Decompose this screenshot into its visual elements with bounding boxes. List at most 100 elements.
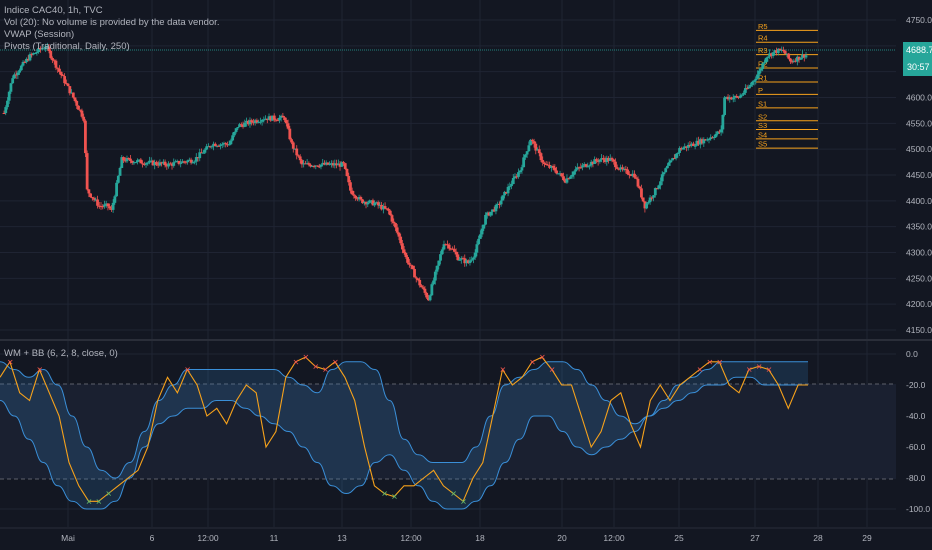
- candle-body: [355, 198, 359, 200]
- candle-body: [260, 119, 264, 122]
- candle-body: [676, 152, 680, 154]
- pivots-indicator-label[interactable]: Pivots (Traditional, Daily, 250): [4, 41, 130, 52]
- candle-body: [496, 203, 500, 206]
- candle-body: [106, 203, 110, 207]
- candle-body: [73, 97, 77, 102]
- candle-body: [603, 159, 607, 163]
- candle-body: [132, 162, 136, 164]
- candle-body: [324, 162, 328, 165]
- candle-body: [42, 48, 46, 50]
- pivot-label-r4: R4: [758, 34, 768, 43]
- candle-body: [541, 160, 545, 163]
- candle-body: [485, 212, 489, 215]
- candle-body: [177, 160, 181, 164]
- time-axis[interactable]: Mai 6 12:00 11 13 12:00 18 20 12:00 25 27 28 29: [0, 527, 932, 543]
- candle-body: [397, 232, 401, 237]
- candle-body: [175, 160, 179, 162]
- candle-body: [2, 113, 6, 114]
- candle-body: [59, 71, 63, 76]
- candle-body: [437, 260, 441, 266]
- williams-r-line: [0, 356, 808, 503]
- bollinger-lower-line: [0, 376, 808, 510]
- candle-body: [631, 173, 635, 176]
- candle-body: [217, 145, 221, 147]
- candle-body: [562, 176, 565, 181]
- candle-body: [284, 120, 288, 124]
- candle-body: [653, 188, 657, 196]
- candle-body: [142, 164, 146, 166]
- oscillator-axis[interactable]: 0.0 -20.0 -40.0 -60.0 -80.0 -100.0: [906, 349, 930, 514]
- candle-body: [690, 143, 694, 147]
- candle-body: [577, 167, 581, 169]
- candle-body: [536, 149, 539, 151]
- candle-body: [615, 167, 619, 169]
- candle-body: [593, 159, 597, 164]
- candle-body: [432, 280, 435, 285]
- candle-body: [466, 260, 470, 264]
- candle-body: [771, 52, 775, 57]
- candle-body: [122, 157, 125, 161]
- oversold-cross-marker: ✕: [381, 490, 388, 499]
- candle-body: [68, 86, 72, 94]
- candle-body: [633, 173, 636, 178]
- pivot-label-p: P: [758, 86, 763, 95]
- candle-body: [19, 65, 23, 71]
- candle-body: [766, 56, 770, 58]
- candle-body: [737, 96, 740, 98]
- candle-body: [227, 144, 231, 146]
- candle-body: [627, 174, 631, 176]
- candle-body: [678, 148, 681, 153]
- candle-body: [246, 120, 250, 125]
- candle-body: [579, 167, 583, 169]
- candle-body: [530, 139, 534, 142]
- candle-body: [588, 165, 591, 167]
- candle-body: [120, 157, 124, 168]
- candle-body: [345, 168, 349, 177]
- symbol-title[interactable]: Indice CAC40, 1h, TVC: [4, 5, 103, 16]
- candle-body: [451, 248, 455, 250]
- candle-body: [274, 119, 278, 121]
- candle-body: [404, 252, 408, 258]
- candle-body: [85, 153, 89, 190]
- vwap-indicator-label[interactable]: VWAP (Session): [4, 29, 75, 40]
- overbought-cross-marker: ✕: [549, 366, 556, 375]
- candle-body: [298, 156, 302, 161]
- candle-body: [366, 202, 370, 205]
- volume-indicator-label[interactable]: Vol (20): No volume is provided by the d…: [4, 17, 220, 28]
- candle-body: [203, 149, 207, 153]
- candle-body: [785, 53, 789, 55]
- candle-body: [608, 158, 612, 161]
- wm-bb-indicator-label[interactable]: WM + BB (6, 2, 8, close, 0): [4, 348, 118, 359]
- last-price-value: 4688.7: [906, 45, 932, 55]
- candle-body: [283, 117, 287, 121]
- overbought-cross-marker: ✕: [7, 358, 14, 367]
- candle-body: [789, 58, 792, 62]
- candle-body: [520, 167, 524, 171]
- candle-body: [626, 169, 629, 175]
- candle-body: [139, 159, 143, 164]
- candle-body: [430, 284, 434, 296]
- candle-body: [733, 96, 737, 98]
- candle-body: [669, 160, 673, 163]
- candle-body: [269, 116, 273, 121]
- candle-body: [484, 214, 487, 225]
- time-tick-label: 12:00: [603, 533, 625, 543]
- candle-body: [671, 158, 675, 161]
- candle-body: [543, 162, 546, 164]
- candle-body: [447, 244, 451, 249]
- candle-body: [794, 60, 798, 62]
- candle-body: [648, 197, 652, 203]
- candle-body: [4, 107, 8, 114]
- candle-body: [101, 206, 105, 208]
- candle-body: [87, 189, 91, 194]
- candle-body: [458, 259, 461, 261]
- candle-body: [375, 202, 378, 204]
- pivot-label-s1: S1: [758, 99, 767, 108]
- candle-body: [205, 146, 209, 150]
- candle-body: [16, 72, 20, 76]
- candle-body: [167, 163, 170, 167]
- candle-body: [238, 124, 241, 128]
- candle-body: [414, 277, 418, 279]
- candle-body: [657, 185, 661, 189]
